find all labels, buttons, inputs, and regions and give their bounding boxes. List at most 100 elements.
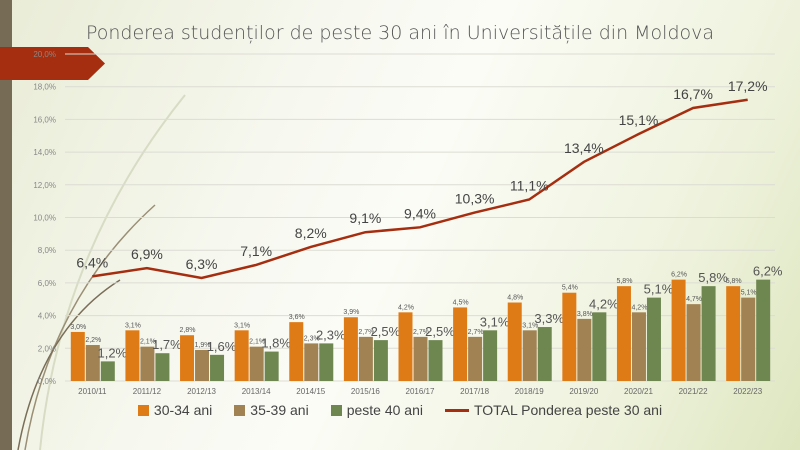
bar-35-39-ani [468,336,483,381]
legend-item: peste 40 ani [330,402,423,418]
bar-peste-40-ani [264,351,279,381]
data-label: 3,9% [343,309,359,316]
x-tick-label: 2020/21 [624,387,653,396]
x-tick-label: 2022/23 [733,387,762,396]
data-label: 3,1% [480,314,510,329]
bar-30-34-ani [343,317,358,381]
data-label: 2,8% [180,327,196,334]
bar-35-39-ani [686,304,701,381]
data-label: 4,2% [398,304,414,311]
data-label: 4,2% [589,296,619,311]
line-data-label: 8,2% [295,225,327,241]
data-label: 2,3% [304,335,320,342]
data-label: 5,1% [644,282,674,297]
line-total [92,98,748,280]
x-tick-label: 2010/11 [78,387,107,396]
bar-35-39-ani [195,349,210,381]
legend-label: 30-34 ani [153,402,213,418]
data-label: 2,5% [371,324,401,339]
legend-label: 35-39 ani [250,402,309,418]
legend-item: TOTAL Ponderea peste 30 ani [444,402,663,418]
bar-35-39-ani [631,312,646,381]
y-tick-label: 12,0% [33,181,56,190]
legend: 30-34 ani 35-39 ani peste 40 ani TOTAL Pond… [0,402,800,418]
bar-30-34-ani [70,331,85,381]
bar-peste-40-ani [701,286,716,381]
data-label: 6,2% [753,264,783,279]
y-tick-label: 6,0% [38,279,56,288]
bar-35-39-ani [741,297,756,381]
legend-swatch [234,404,246,416]
legend-swatch [444,408,469,412]
bar-peste-40-ani [537,327,552,381]
data-label: 6,2% [671,272,687,279]
data-label: 3,6% [289,314,305,321]
line-data-label: 11,1% [510,178,549,194]
bar-35-39-ani [140,346,155,381]
data-label: 3,3% [534,311,564,326]
decorative-banner [0,47,105,80]
x-tick-label: 2019/20 [569,387,598,396]
bar-35-39-ani [358,336,373,381]
legend-swatch [137,404,149,416]
data-label: 5,8% [616,278,632,285]
y-tick-label: 18,0% [33,83,56,92]
bar-30-34-ani [125,330,140,381]
data-label: 1,9% [195,342,211,349]
bar-peste-40-ani [592,312,607,381]
bar-30-34-ani [180,335,195,381]
y-tick-label: 16,0% [33,115,56,124]
x-tick-label: 2013/14 [242,387,271,396]
bar-30-34-ani [398,312,413,381]
data-label: 3,1% [522,322,538,329]
data-label: 2,7% [358,329,374,336]
legend-label: peste 40 ani [346,402,423,418]
line-data-label: 9,1% [349,210,381,226]
data-label: 5,8% [698,270,728,285]
y-tick-label: 4,0% [38,312,56,321]
legend-label: TOTAL Ponderea peste 30 ani [473,402,663,418]
data-label: 1,7% [152,337,182,352]
bar-35-39-ani [85,345,100,381]
bar-30-34-ani [453,307,468,381]
data-label: 3,1% [125,322,141,329]
line-data-label: 6,4% [76,254,108,270]
data-label: 2,7% [413,329,429,336]
data-label: 2,1% [249,339,265,346]
data-label: 3,1% [234,322,250,329]
bar-peste-40-ani [210,354,225,381]
chart-title: Ponderea studenților de peste 30 ani în … [85,22,715,44]
line-data-label: 17,2% [728,78,768,94]
x-tick-label: 2014/15 [296,387,325,396]
bar-30-34-ani [671,279,686,381]
decorative-strip [0,0,12,450]
y-tick-label: 0,0% [38,377,56,386]
line-data-label: 13,4% [564,140,604,156]
line-data-label: 6,3% [186,256,218,272]
line-data-label: 7,1% [240,243,272,259]
bar-peste-40-ani [483,330,498,381]
bar-peste-40-ani [756,279,771,381]
legend-item: 35-39 ani [234,402,309,418]
bar-35-39-ani [249,346,264,381]
bar-peste-40-ani [100,361,115,381]
bar-35-39-ani [522,330,537,381]
bar-30-34-ani [726,286,741,381]
data-label: 1,8% [261,336,291,351]
x-tick-label: 2012/13 [187,387,216,396]
bar-35-39-ani [577,318,592,381]
line-data-label: 16,7% [673,86,713,102]
data-label: 4,5% [453,299,469,306]
line-data-label: 15,1% [619,112,659,128]
y-tick-label: 8,0% [38,246,56,255]
data-label: 2,2% [85,337,101,344]
data-label: 5,4% [562,285,578,292]
bar-30-34-ani [234,330,249,381]
data-label: 3,8% [577,311,593,318]
data-label: 4,8% [507,295,523,302]
x-tick-label: 2016/17 [406,387,435,396]
bar-35-39-ani [413,336,428,381]
legend-item: 30-34 ani [137,402,213,418]
data-label: 3,0% [70,324,86,331]
